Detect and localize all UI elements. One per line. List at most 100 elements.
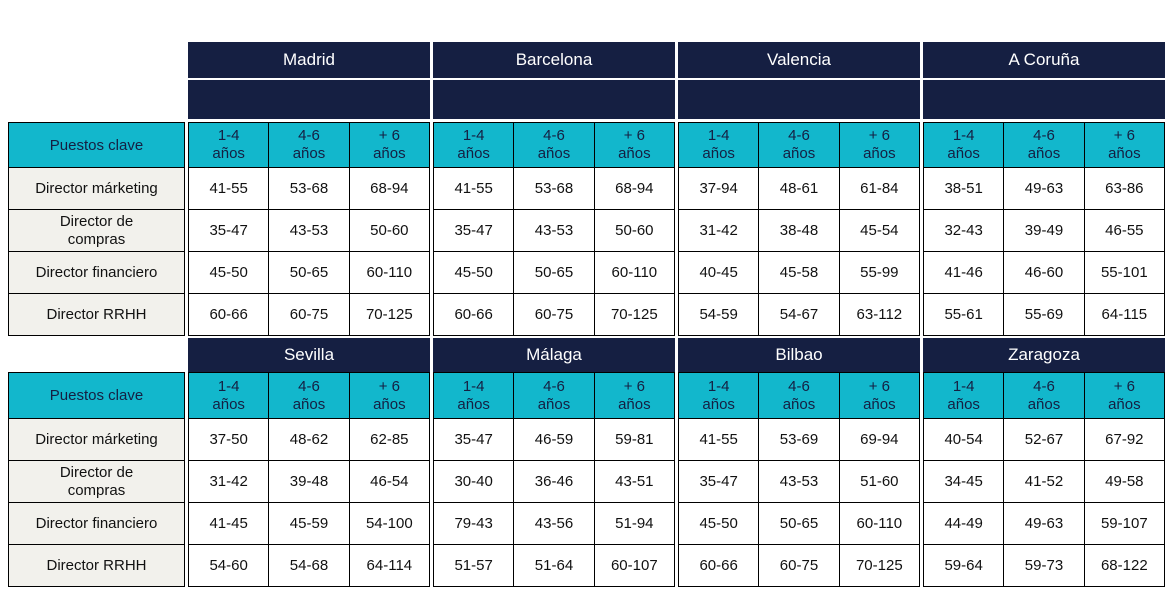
city-title-bilbao: Bilbao <box>775 345 823 364</box>
city-title-malaga: Málaga <box>526 345 582 364</box>
salary-cell: 69-94 <box>839 419 920 461</box>
salary-cell: 46-55 <box>1084 210 1165 252</box>
city-group-madrid: Madrid 1-4 años 4-6 años + 6 años 41-55 … <box>188 42 430 336</box>
salary-cell: 41-52 <box>1004 461 1085 503</box>
salary-cell: 38-48 <box>759 210 840 252</box>
city-header-block: Barcelona <box>433 42 675 119</box>
exp-header-4-6: 4-6 años <box>759 123 840 168</box>
salary-table-1: Puestos clave Director márketing Directo… <box>8 42 1165 336</box>
salary-cell: 36-46 <box>514 461 595 503</box>
city-group-barcelona: Barcelona 1-4 años 4-6 años + 6 años 41-… <box>433 42 675 336</box>
salary-cell: 60-75 <box>269 294 350 336</box>
row-label-director-rrhh: Director RRHH <box>8 294 185 336</box>
exp-header-6plus: + 6 años <box>349 123 430 168</box>
salary-cell: 70-125 <box>594 294 675 336</box>
row-label-column: Puestos clave Director márketing Directo… <box>8 338 185 587</box>
salary-cell: 46-59 <box>514 419 595 461</box>
salary-cell: 35-47 <box>434 210 515 252</box>
city-group-sevilla: Sevilla 1-4 años 4-6 años + 6 años 37-50… <box>188 338 430 587</box>
city-group-valencia: Valencia 1-4 años 4-6 años + 6 años 37-9… <box>678 42 920 336</box>
salary-cell: 53-68 <box>269 168 350 210</box>
salary-cell: 63-86 <box>1084 168 1165 210</box>
salary-cell: 40-54 <box>924 419 1005 461</box>
salary-cell: 48-62 <box>269 419 350 461</box>
salary-cell: 59-64 <box>924 545 1005 587</box>
salary-cell: 45-50 <box>189 252 270 294</box>
exp-header-1-4: 1-4 años <box>434 123 515 168</box>
exp-header-6plus: + 6 años <box>594 373 675 419</box>
salary-cell: 54-59 <box>679 294 760 336</box>
salary-cell: 59-81 <box>594 419 675 461</box>
salary-grid-sevilla: 1-4 años 4-6 años + 6 años 37-50 48-62 6… <box>188 372 430 587</box>
salary-cell: 43-53 <box>759 461 840 503</box>
exp-header-4-6: 4-6 años <box>514 123 595 168</box>
salary-cell: 60-66 <box>434 294 515 336</box>
row-label-column: Puestos clave Director márketing Directo… <box>8 42 185 336</box>
row-label-director-marketing: Director márketing <box>8 419 185 461</box>
salary-cell: 64-115 <box>1084 294 1165 336</box>
salary-cell: 32-43 <box>924 210 1005 252</box>
salary-cell: 30-40 <box>434 461 515 503</box>
row-label-director-financiero: Director financiero <box>8 252 185 294</box>
salary-cell: 51-60 <box>839 461 920 503</box>
salary-cell: 41-46 <box>924 252 1005 294</box>
exp-header-6plus: + 6 años <box>1084 373 1165 419</box>
exp-header-6plus: + 6 años <box>349 373 430 419</box>
salary-cell: 52-67 <box>1004 419 1085 461</box>
salary-cell: 35-47 <box>189 210 270 252</box>
salary-cell: 43-51 <box>594 461 675 503</box>
salary-cell: 61-84 <box>839 168 920 210</box>
city-title-sevilla: Sevilla <box>283 345 335 364</box>
salary-grid-bilbao: 1-4 años 4-6 años + 6 años 41-55 53-69 6… <box>678 372 920 587</box>
puestos-clave-header: Puestos clave <box>8 122 185 168</box>
salary-cell: 40-45 <box>679 252 760 294</box>
salary-cell: 49-63 <box>1004 168 1085 210</box>
row-label-director-marketing: Director márketing <box>8 168 185 210</box>
salary-cell: 50-60 <box>594 210 675 252</box>
salary-grid-malaga: 1-4 años 4-6 años + 6 años 35-47 46-59 5… <box>433 372 675 587</box>
salary-cell: 60-110 <box>594 252 675 294</box>
salary-cell: 55-69 <box>1004 294 1085 336</box>
salary-cell: 59-73 <box>1004 545 1085 587</box>
salary-cell: 41-55 <box>679 419 760 461</box>
salary-grid-valencia: 1-4 años 4-6 años + 6 años 37-94 48-61 6… <box>678 122 920 336</box>
city-header-block: Bilbao <box>678 338 920 372</box>
exp-header-1-4: 1-4 años <box>434 373 515 419</box>
salary-cell: 60-107 <box>594 545 675 587</box>
exp-header-4-6: 4-6 años <box>269 123 350 168</box>
city-title-madrid: Madrid <box>188 42 430 80</box>
salary-cell: 55-61 <box>924 294 1005 336</box>
city-group-a-coruna: A Coruña 1-4 años 4-6 años + 6 años 38-5… <box>923 42 1165 336</box>
city-title-zaragoza: Zaragoza <box>1008 345 1080 364</box>
exp-header-4-6: 4-6 años <box>269 373 350 419</box>
salary-cell: 60-110 <box>839 503 920 545</box>
exp-header-1-4: 1-4 años <box>679 123 760 168</box>
salary-cell: 41-55 <box>434 168 515 210</box>
salary-cell: 34-45 <box>924 461 1005 503</box>
salary-cell: 46-54 <box>349 461 430 503</box>
exp-header-4-6: 4-6 años <box>759 373 840 419</box>
salary-cell: 46-60 <box>1004 252 1085 294</box>
salary-cell: 60-66 <box>679 545 760 587</box>
exp-header-6plus: + 6 años <box>839 123 920 168</box>
exp-header-6plus: + 6 años <box>1084 123 1165 168</box>
salary-cell: 54-68 <box>269 545 350 587</box>
salary-cell: 60-75 <box>759 545 840 587</box>
salary-cell: 37-94 <box>679 168 760 210</box>
salary-cell: 39-48 <box>269 461 350 503</box>
salary-cell: 54-60 <box>189 545 270 587</box>
city-header-block: Zaragoza <box>923 338 1165 372</box>
salary-cell: 60-75 <box>514 294 595 336</box>
city-header-block: Málaga <box>433 338 675 372</box>
salary-cell: 45-59 <box>269 503 350 545</box>
salary-cell: 64-114 <box>349 545 430 587</box>
salary-cell: 35-47 <box>434 419 515 461</box>
city-header-block: A Coruña <box>923 42 1165 119</box>
exp-header-1-4: 1-4 años <box>924 123 1005 168</box>
salary-cell: 50-60 <box>349 210 430 252</box>
exp-header-4-6: 4-6 años <box>1004 373 1085 419</box>
salary-cell: 54-67 <box>759 294 840 336</box>
label-column-spacer <box>8 338 185 372</box>
salary-cell: 49-63 <box>1004 503 1085 545</box>
